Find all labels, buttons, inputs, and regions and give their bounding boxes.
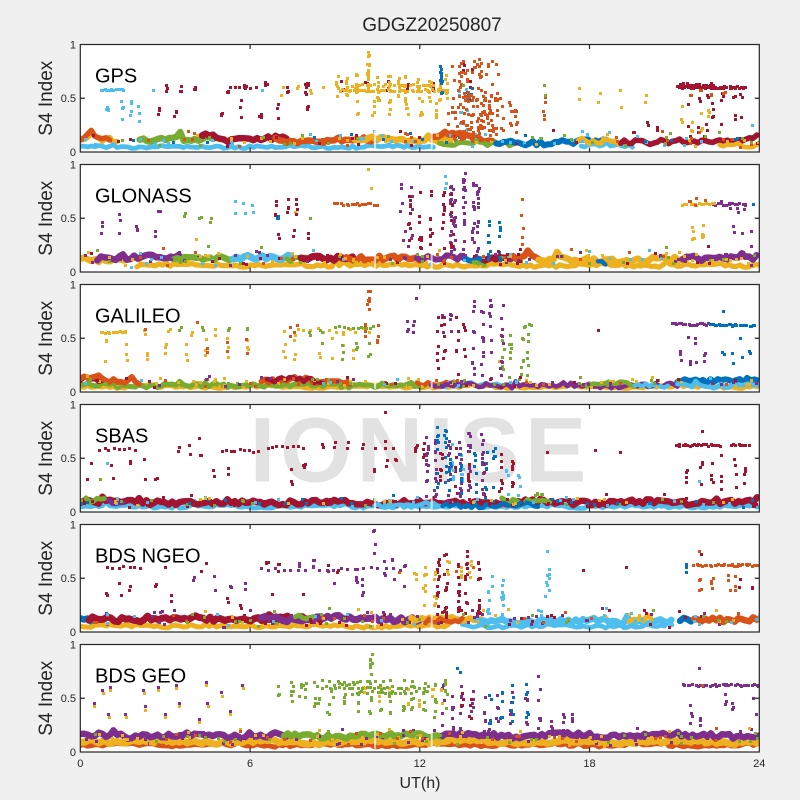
svg-text:0.5: 0.5 — [61, 453, 76, 465]
svg-text:0.5: 0.5 — [61, 333, 76, 345]
svg-text:S4 Index: S4 Index — [36, 60, 57, 135]
svg-text:0: 0 — [70, 507, 76, 519]
svg-text:BDS NGEO: BDS NGEO — [95, 546, 201, 568]
svg-text:1: 1 — [70, 400, 76, 412]
svg-text:GDGZ20250807: GDGZ20250807 — [362, 15, 501, 36]
svg-text:GALILEO: GALILEO — [95, 306, 181, 328]
svg-text:0.5: 0.5 — [61, 93, 76, 105]
svg-text:0: 0 — [70, 267, 76, 279]
svg-text:1: 1 — [70, 520, 76, 532]
svg-text:S4 Index: S4 Index — [36, 420, 57, 495]
svg-text:1: 1 — [70, 280, 76, 292]
svg-text:18: 18 — [583, 758, 595, 770]
svg-text:0: 0 — [77, 758, 83, 770]
svg-text:BDS GEO: BDS GEO — [95, 666, 186, 688]
svg-text:0: 0 — [70, 387, 76, 399]
svg-text:UT(h): UT(h) — [400, 775, 441, 792]
svg-text:1: 1 — [70, 160, 76, 172]
svg-text:0.5: 0.5 — [61, 573, 76, 585]
svg-text:0: 0 — [70, 747, 76, 759]
svg-text:24: 24 — [753, 758, 765, 770]
svg-text:IONISE: IONISE — [250, 400, 592, 502]
svg-text:SBAS: SBAS — [95, 426, 148, 448]
svg-text:1: 1 — [70, 40, 76, 52]
svg-text:0.5: 0.5 — [61, 213, 76, 225]
svg-text:S4 Index: S4 Index — [36, 540, 57, 615]
svg-text:GPS: GPS — [95, 66, 137, 88]
svg-text:S4 Index: S4 Index — [36, 180, 57, 255]
svg-text:S4 Index: S4 Index — [36, 300, 57, 375]
svg-text:12: 12 — [414, 758, 426, 770]
svg-text:6: 6 — [247, 758, 253, 770]
svg-text:1: 1 — [70, 640, 76, 652]
svg-text:0: 0 — [70, 627, 76, 639]
svg-text:S4 Index: S4 Index — [36, 660, 57, 735]
svg-text:0: 0 — [70, 147, 76, 159]
svg-text:0.5: 0.5 — [61, 693, 76, 705]
svg-text:GLONASS: GLONASS — [95, 186, 192, 208]
